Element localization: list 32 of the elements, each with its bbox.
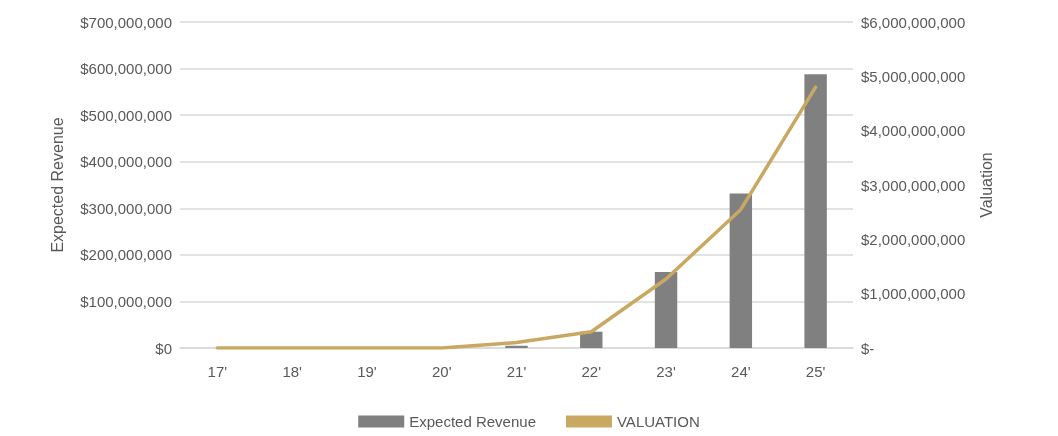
y2-tick-label: $4,000,000,000 — [861, 122, 966, 140]
y-axis-title: Expected Revenue — [48, 117, 66, 253]
y-tick-label: $100,000,000 — [80, 292, 172, 310]
x-tick-label: 23' — [656, 363, 676, 380]
y-tick-label: $200,000,000 — [80, 246, 172, 264]
bar — [804, 74, 827, 348]
legend-label: Expected Revenue — [409, 413, 536, 430]
y-tick-label: $700,000,000 — [80, 13, 172, 31]
bar — [654, 272, 678, 348]
y2-axis-title: Valuation — [977, 152, 995, 218]
y2-tick-label: $- — [861, 339, 875, 357]
legend-label: VALUATION — [616, 413, 700, 430]
x-tick-label: 24' — [731, 363, 751, 380]
y-tick-label: $300,000,000 — [80, 199, 172, 217]
y2-tick-label: $6,000,000,000 — [861, 13, 966, 31]
bar — [729, 193, 753, 348]
x-tick-label: 17' — [207, 363, 228, 380]
y2-tick-label: $5,000,000,000 — [861, 67, 966, 85]
line-series — [215, 85, 818, 350]
y2-tick-label: $2,000,000,000 — [861, 230, 966, 248]
x-tick-label: 25' — [805, 363, 826, 380]
x-tick-label: 19' — [357, 363, 377, 380]
y-tick-label: $500,000,000 — [80, 106, 172, 124]
x-tick-label: 20' — [431, 363, 452, 380]
y-tick-label: $400,000,000 — [80, 153, 172, 171]
y2-tick-label: $3,000,000,000 — [861, 176, 966, 194]
x-tick-label: 21' — [506, 363, 527, 380]
y-tick-label: $600,000,000 — [80, 60, 172, 78]
x-tick-label: 22' — [581, 363, 602, 380]
y2-tick-label: $1,000,000,000 — [861, 285, 966, 303]
y-tick-label: $0 — [155, 339, 172, 357]
x-tick-label: 18' — [282, 363, 303, 380]
